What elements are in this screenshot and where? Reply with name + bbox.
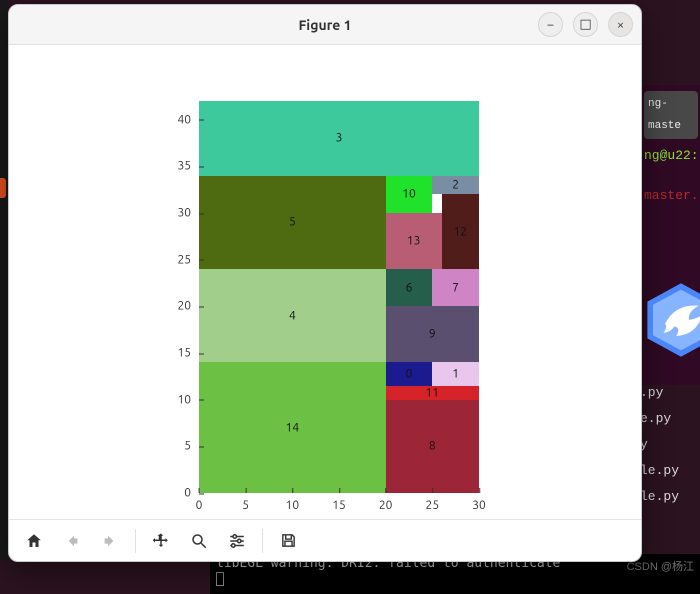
forward-icon <box>102 533 118 549</box>
chart-rect: 3 <box>199 101 479 176</box>
save-button[interactable] <box>271 524 305 558</box>
bg-term-prompt: ng@u22: <box>644 145 698 167</box>
chart-rect-label: 9 <box>429 328 436 341</box>
chart-rect: 5 <box>199 176 386 269</box>
configure-button[interactable] <box>220 524 254 558</box>
bg-file: e.py <box>640 406 700 432</box>
toolbar-separator <box>262 529 263 553</box>
minimize-button[interactable]: − <box>538 12 563 37</box>
ytick: 40 <box>169 113 199 126</box>
zoom-icon <box>190 532 208 550</box>
minimize-icon: − <box>547 18 554 32</box>
sliders-icon <box>228 532 246 550</box>
xtick: 0 <box>196 493 203 512</box>
chart-rect: 1 <box>432 362 479 385</box>
xtick: 15 <box>332 493 346 512</box>
bg-term-redtext: master. <box>644 185 698 207</box>
chart-rect-label: 8 <box>429 440 436 453</box>
terminal-cursor <box>216 572 224 586</box>
close-icon: × <box>617 18 624 32</box>
ytick: 10 <box>169 393 199 406</box>
thunderbird-hex-icon <box>641 280 700 360</box>
chart-rect: 8 <box>386 400 479 493</box>
chart-rect-label: 5 <box>289 216 296 229</box>
save-icon <box>280 532 297 549</box>
chart-rect-label: 12 <box>454 225 468 238</box>
close-button[interactable]: × <box>608 12 633 37</box>
bg-file: le.py <box>640 484 700 510</box>
back-button[interactable] <box>55 524 89 558</box>
chart-rect-label: 2 <box>452 178 459 191</box>
zoom-button[interactable] <box>182 524 216 558</box>
chart-rect: 12 <box>442 194 479 269</box>
window-titlebar[interactable]: Figure 1 − □ × <box>9 5 641 45</box>
chart-rect: 0 <box>386 362 433 385</box>
chart-rect: 10 <box>386 176 433 213</box>
chart-rect-label: 4 <box>289 309 296 322</box>
window-buttons: − □ × <box>538 12 633 37</box>
chart-rect-label: 10 <box>402 188 416 201</box>
bg-file: le.py <box>640 458 700 484</box>
chart-rect-label: 0 <box>406 367 413 380</box>
back-icon <box>64 533 80 549</box>
matplotlib-toolbar <box>9 519 641 561</box>
xtick: 25 <box>426 493 440 512</box>
chart-rect-label: 14 <box>286 421 300 434</box>
chart-rect: 2 <box>432 176 479 195</box>
chart-rect-label: 13 <box>407 235 421 248</box>
ytick: 0 <box>169 487 199 500</box>
figure-canvas: 3510213124679011114805101520253035400510… <box>9 45 641 519</box>
pan-button[interactable] <box>144 524 178 558</box>
chart-rect: 9 <box>386 306 479 362</box>
chart-rect: 13 <box>386 213 442 269</box>
maximize-button[interactable]: □ <box>573 12 598 37</box>
chart-rect: 6 <box>386 269 433 306</box>
figure-window: Figure 1 − □ × 3510213124679011114805101… <box>8 4 642 562</box>
desktop-left-bar <box>0 0 8 560</box>
bg-file: .py <box>640 380 700 406</box>
ytick: 30 <box>169 207 199 220</box>
chart-rect-label: 7 <box>452 281 459 294</box>
window-title: Figure 1 <box>298 17 351 33</box>
chart-rect: 14 <box>199 362 386 493</box>
home-button[interactable] <box>17 524 51 558</box>
maximize-icon: □ <box>579 17 591 32</box>
toolbar-separator <box>135 529 136 553</box>
xtick: 30 <box>472 493 486 512</box>
bg-file: y <box>640 432 700 458</box>
chart-rect: 7 <box>432 269 479 306</box>
ytick: 25 <box>169 253 199 266</box>
chart-rect: 11 <box>386 386 479 400</box>
ytick: 5 <box>169 440 199 453</box>
bg-term-tab: ng-maste <box>644 91 698 139</box>
pan-icon <box>152 532 170 550</box>
forward-button[interactable] <box>93 524 127 558</box>
ytick: 35 <box>169 160 199 173</box>
home-icon <box>25 532 43 550</box>
chart-rect-label: 3 <box>336 132 343 145</box>
chart-rect-label: 6 <box>406 281 413 294</box>
ytick: 15 <box>169 347 199 360</box>
background-file-list: .py e.py y le.py le.py <box>640 380 700 560</box>
xtick: 20 <box>379 493 393 512</box>
plot-area: 3510213124679011114805101520253035400510… <box>49 55 621 507</box>
xtick: 5 <box>242 493 249 512</box>
desktop-active-indicator <box>0 178 6 198</box>
xtick: 10 <box>286 493 300 512</box>
chart-rect: 4 <box>199 269 386 362</box>
chart-rect-label: 11 <box>426 386 440 399</box>
axes: 3510213124679011114805101520253035400510… <box>199 101 479 493</box>
chart-rect-label: 1 <box>452 367 459 380</box>
ytick: 20 <box>169 300 199 313</box>
